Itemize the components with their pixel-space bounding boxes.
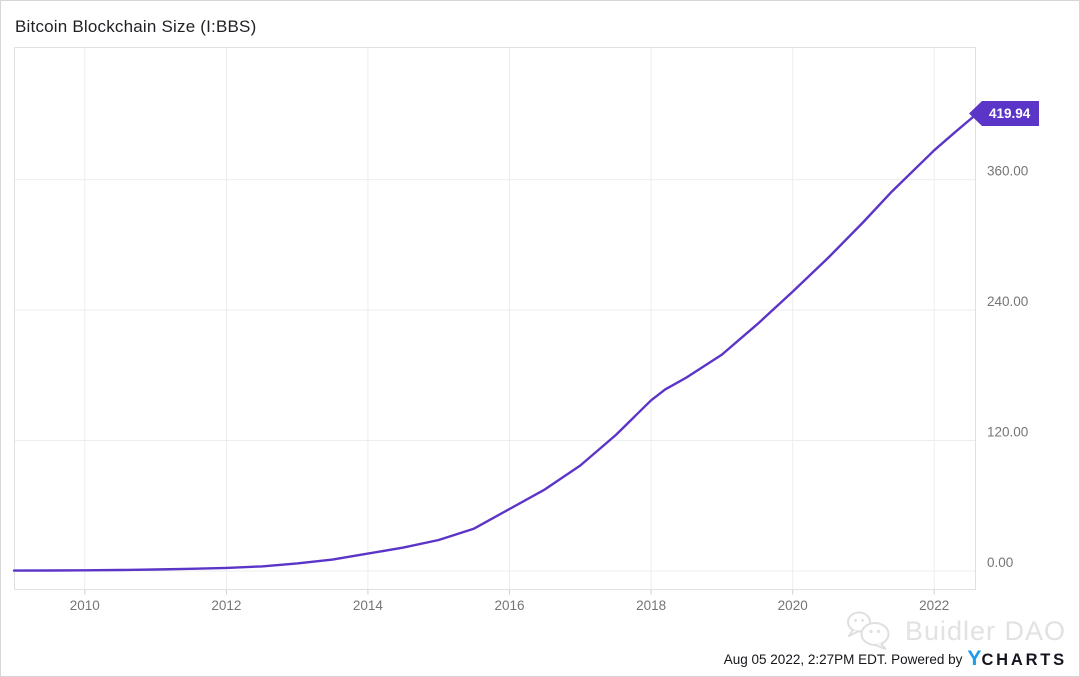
watermark: Buidler DAO	[844, 607, 1066, 655]
x-tick-label: 2012	[211, 598, 241, 613]
last-value-label: 419.94	[989, 106, 1031, 121]
plot-border	[14, 47, 976, 590]
ycharts-logo-y: Y	[967, 646, 982, 670]
last-value-badge: 419.94	[969, 101, 1040, 126]
chart-title: Bitcoin Blockchain Size (I:BBS)	[15, 17, 257, 36]
y-tick-label: 120.00	[987, 425, 1028, 440]
watermark-label: Buidler DAO	[905, 615, 1067, 646]
x-tick-label: 2018	[636, 598, 666, 613]
y-tick-label: 0.00	[987, 555, 1013, 570]
x-tick-label: 2014	[353, 598, 384, 613]
timestamp-label: Aug 05 2022, 2:27PM EDT. Powered by	[723, 651, 963, 667]
footer: Aug 05 2022, 2:27PM EDT. Powered by Y CHA…	[724, 647, 1067, 671]
y-tick-label: 360.00	[987, 164, 1028, 179]
ycharts-logo: Y CHARTS	[967, 646, 1067, 670]
x-tick-label: 2016	[494, 598, 524, 613]
buidler-dao-logo-icon	[847, 611, 890, 650]
x-tick-label: 2020	[778, 598, 808, 613]
x-tick-label: 2010	[70, 598, 100, 613]
x-tick-label: 2022	[919, 598, 949, 613]
series-line	[12, 113, 978, 572]
y-tick-label: 240.00	[987, 294, 1028, 309]
ycharts-logo-charts: CHARTS	[981, 650, 1067, 669]
